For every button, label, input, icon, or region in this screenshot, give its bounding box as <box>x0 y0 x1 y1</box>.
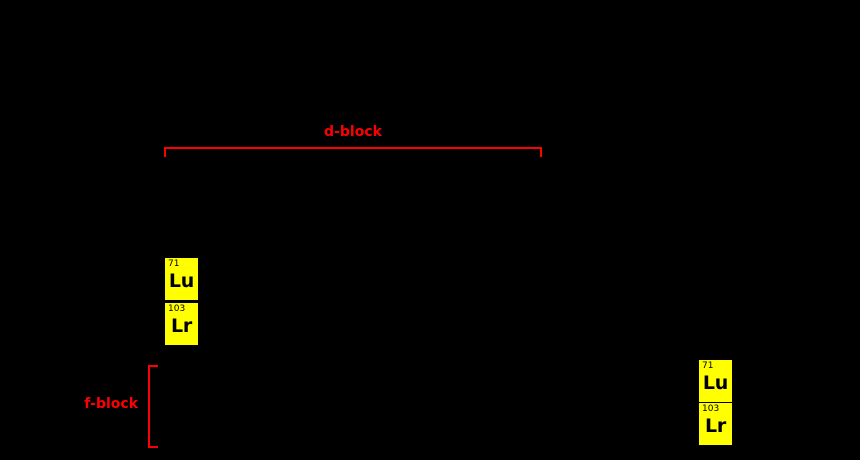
atomic-number: 103 <box>702 404 720 414</box>
d-block-label: d-block <box>324 124 382 140</box>
element-cell-lu-left[interactable]: 71 Lu <box>165 258 198 300</box>
atomic-number: 71 <box>168 259 180 269</box>
element-symbol: Lr <box>704 415 727 437</box>
element-cell-lr-right[interactable]: 103 Lr <box>699 403 732 445</box>
atomic-number: 103 <box>168 304 186 314</box>
d-block-bracket <box>164 147 542 157</box>
element-cell-lr-left[interactable]: 103 Lr <box>165 303 198 345</box>
f-block-label: f-block <box>84 396 138 412</box>
atomic-number: 71 <box>702 361 714 371</box>
element-symbol: Lr <box>170 315 193 337</box>
f-block-bracket <box>148 365 158 448</box>
element-cell-lu-right[interactable]: 71 Lu <box>699 360 732 402</box>
element-symbol: Lu <box>702 372 729 394</box>
element-symbol: Lu <box>168 270 195 292</box>
